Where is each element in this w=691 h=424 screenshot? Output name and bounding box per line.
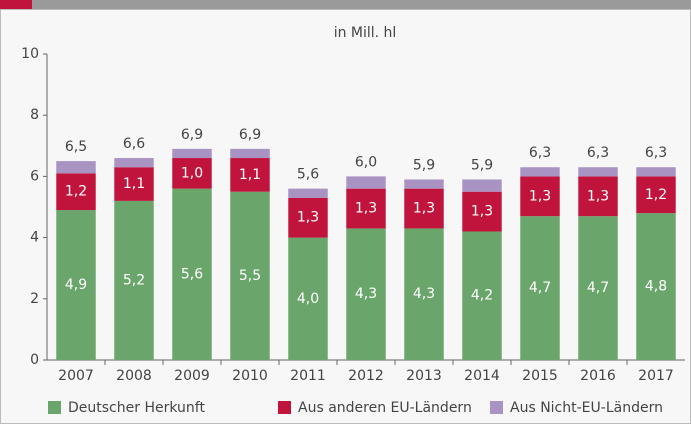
bar-segment	[56, 161, 96, 174]
legend-label: Deutscher Herkunft	[68, 400, 205, 416]
x-tick-label: 2016	[580, 368, 616, 384]
value-label: 1,0	[181, 165, 203, 181]
value-label: 4,7	[529, 280, 551, 296]
bar-segment	[636, 176, 676, 214]
total-label: 5,9	[413, 157, 435, 173]
bar-segment	[288, 237, 328, 360]
total-label: 6,3	[645, 145, 667, 161]
chart-subtitle: in Mill. hl	[334, 25, 397, 41]
legend-swatch	[48, 401, 61, 414]
total-label: 6,3	[587, 145, 609, 161]
bar-segment	[346, 188, 386, 229]
x-tick-label: 2008	[116, 368, 152, 384]
legend-label: Aus Nicht-EU-Ländern	[510, 400, 663, 416]
bar-segment	[172, 158, 212, 189]
value-label: 5,6	[181, 266, 203, 282]
value-label: 1,3	[413, 201, 435, 217]
x-tick-label: 2017	[638, 368, 674, 384]
bar-segment	[404, 179, 444, 189]
legend-swatch	[278, 401, 291, 414]
bar-segment	[462, 231, 502, 360]
total-label: 6,5	[65, 139, 87, 155]
y-tick-label: 6	[30, 168, 39, 184]
value-label: 4,7	[587, 280, 609, 296]
bar-segment	[230, 148, 270, 159]
value-label: 1,1	[239, 167, 261, 183]
value-label: 4,3	[413, 286, 435, 302]
top-accent	[0, 0, 32, 9]
bar-segment	[172, 188, 212, 360]
total-label: 6,0	[355, 154, 377, 170]
value-label: 1,3	[529, 188, 551, 204]
bar-segment	[230, 191, 270, 360]
bar-segment	[56, 210, 96, 360]
bar-segment	[462, 179, 502, 192]
legend-label: Aus anderen EU-Ländern	[298, 400, 472, 416]
x-tick-label: 2012	[348, 368, 384, 384]
value-label: 4,3	[355, 286, 377, 302]
value-label: 5,2	[123, 272, 145, 288]
bar-segment	[462, 191, 502, 232]
value-label: 5,5	[239, 268, 261, 284]
bar-segment	[636, 213, 676, 360]
total-label: 6,3	[529, 145, 551, 161]
value-label: 1,2	[65, 184, 87, 200]
top-band	[0, 0, 691, 9]
bar-segment	[172, 148, 212, 159]
total-label: 6,9	[239, 127, 261, 143]
bar-segment	[346, 228, 386, 360]
y-tick-label: 10	[21, 46, 39, 62]
y-tick-label: 0	[30, 352, 39, 368]
bar-segment	[520, 176, 560, 217]
x-tick-label: 2015	[522, 368, 558, 384]
value-label: 4,0	[297, 291, 319, 307]
x-tick-label: 2009	[174, 368, 210, 384]
bar-segment	[114, 158, 154, 168]
bar-segment	[114, 200, 154, 360]
value-label: 4,8	[645, 279, 667, 295]
bar-segment	[114, 167, 154, 201]
x-tick-label: 2014	[464, 368, 500, 384]
value-label: 1,2	[645, 187, 667, 203]
x-tick-label: 2010	[232, 368, 268, 384]
value-label: 1,3	[587, 188, 609, 204]
bar-segment	[404, 228, 444, 360]
y-tick-label: 4	[30, 230, 39, 246]
bar-segment	[288, 188, 328, 198]
value-label: 1,3	[471, 204, 493, 220]
bar-segment	[578, 176, 618, 217]
x-tick-label: 2013	[406, 368, 442, 384]
bar-segment	[404, 188, 444, 229]
value-label: 1,3	[297, 210, 319, 226]
bar-segment	[578, 167, 618, 177]
total-label: 5,6	[297, 167, 319, 183]
value-label: 4,9	[65, 277, 87, 293]
y-tick-label: 8	[30, 107, 39, 123]
bar-segment	[520, 216, 560, 360]
bar-segment	[346, 176, 386, 189]
x-tick-label: 2007	[58, 368, 94, 384]
bar-segment	[230, 158, 270, 192]
total-label: 6,9	[181, 127, 203, 143]
bar-segment	[520, 167, 560, 177]
bar-segment	[288, 197, 328, 238]
total-label: 5,9	[471, 157, 493, 173]
legend-swatch	[490, 401, 503, 414]
value-label: 1,3	[355, 201, 377, 217]
value-label: 4,2	[471, 288, 493, 304]
bar-segment	[578, 216, 618, 360]
total-label: 6,6	[123, 136, 145, 152]
value-label: 1,1	[123, 176, 145, 192]
x-tick-label: 2011	[290, 368, 326, 384]
bar-segment	[636, 167, 676, 177]
y-tick-label: 2	[30, 291, 39, 307]
bar-segment	[56, 173, 96, 211]
